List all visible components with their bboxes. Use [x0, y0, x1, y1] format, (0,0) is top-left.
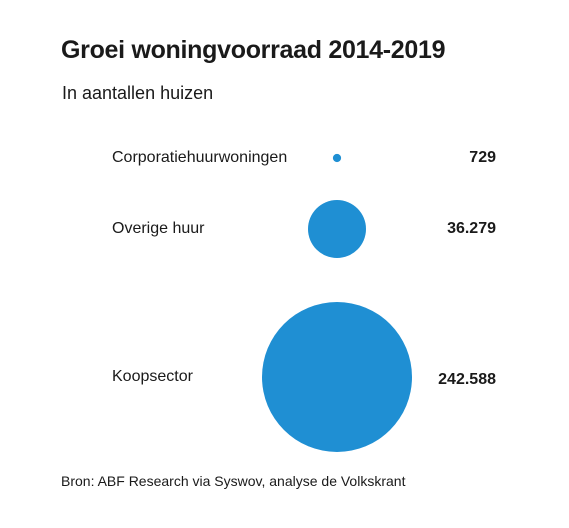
value-label: 242.588 — [438, 371, 496, 388]
category-label: Corporatiehuurwoningen — [112, 149, 287, 166]
chart-subtitle: In aantallen huizen — [62, 83, 214, 103]
category-label: Overige huur — [112, 220, 205, 237]
bubble-corporatiehuurwoningen — [332, 153, 342, 163]
value-label: 36.279 — [447, 220, 496, 237]
bubble-overige-huur — [308, 200, 366, 258]
chart-source: Bron: ABF Research via Syswov, analyse d… — [61, 473, 406, 489]
bubble-koopsector — [262, 302, 412, 452]
chart-title: Groei woningvoorraad 2014-2019 — [61, 36, 446, 64]
category-label: Koopsector — [112, 368, 194, 385]
value-label: 729 — [469, 149, 496, 166]
